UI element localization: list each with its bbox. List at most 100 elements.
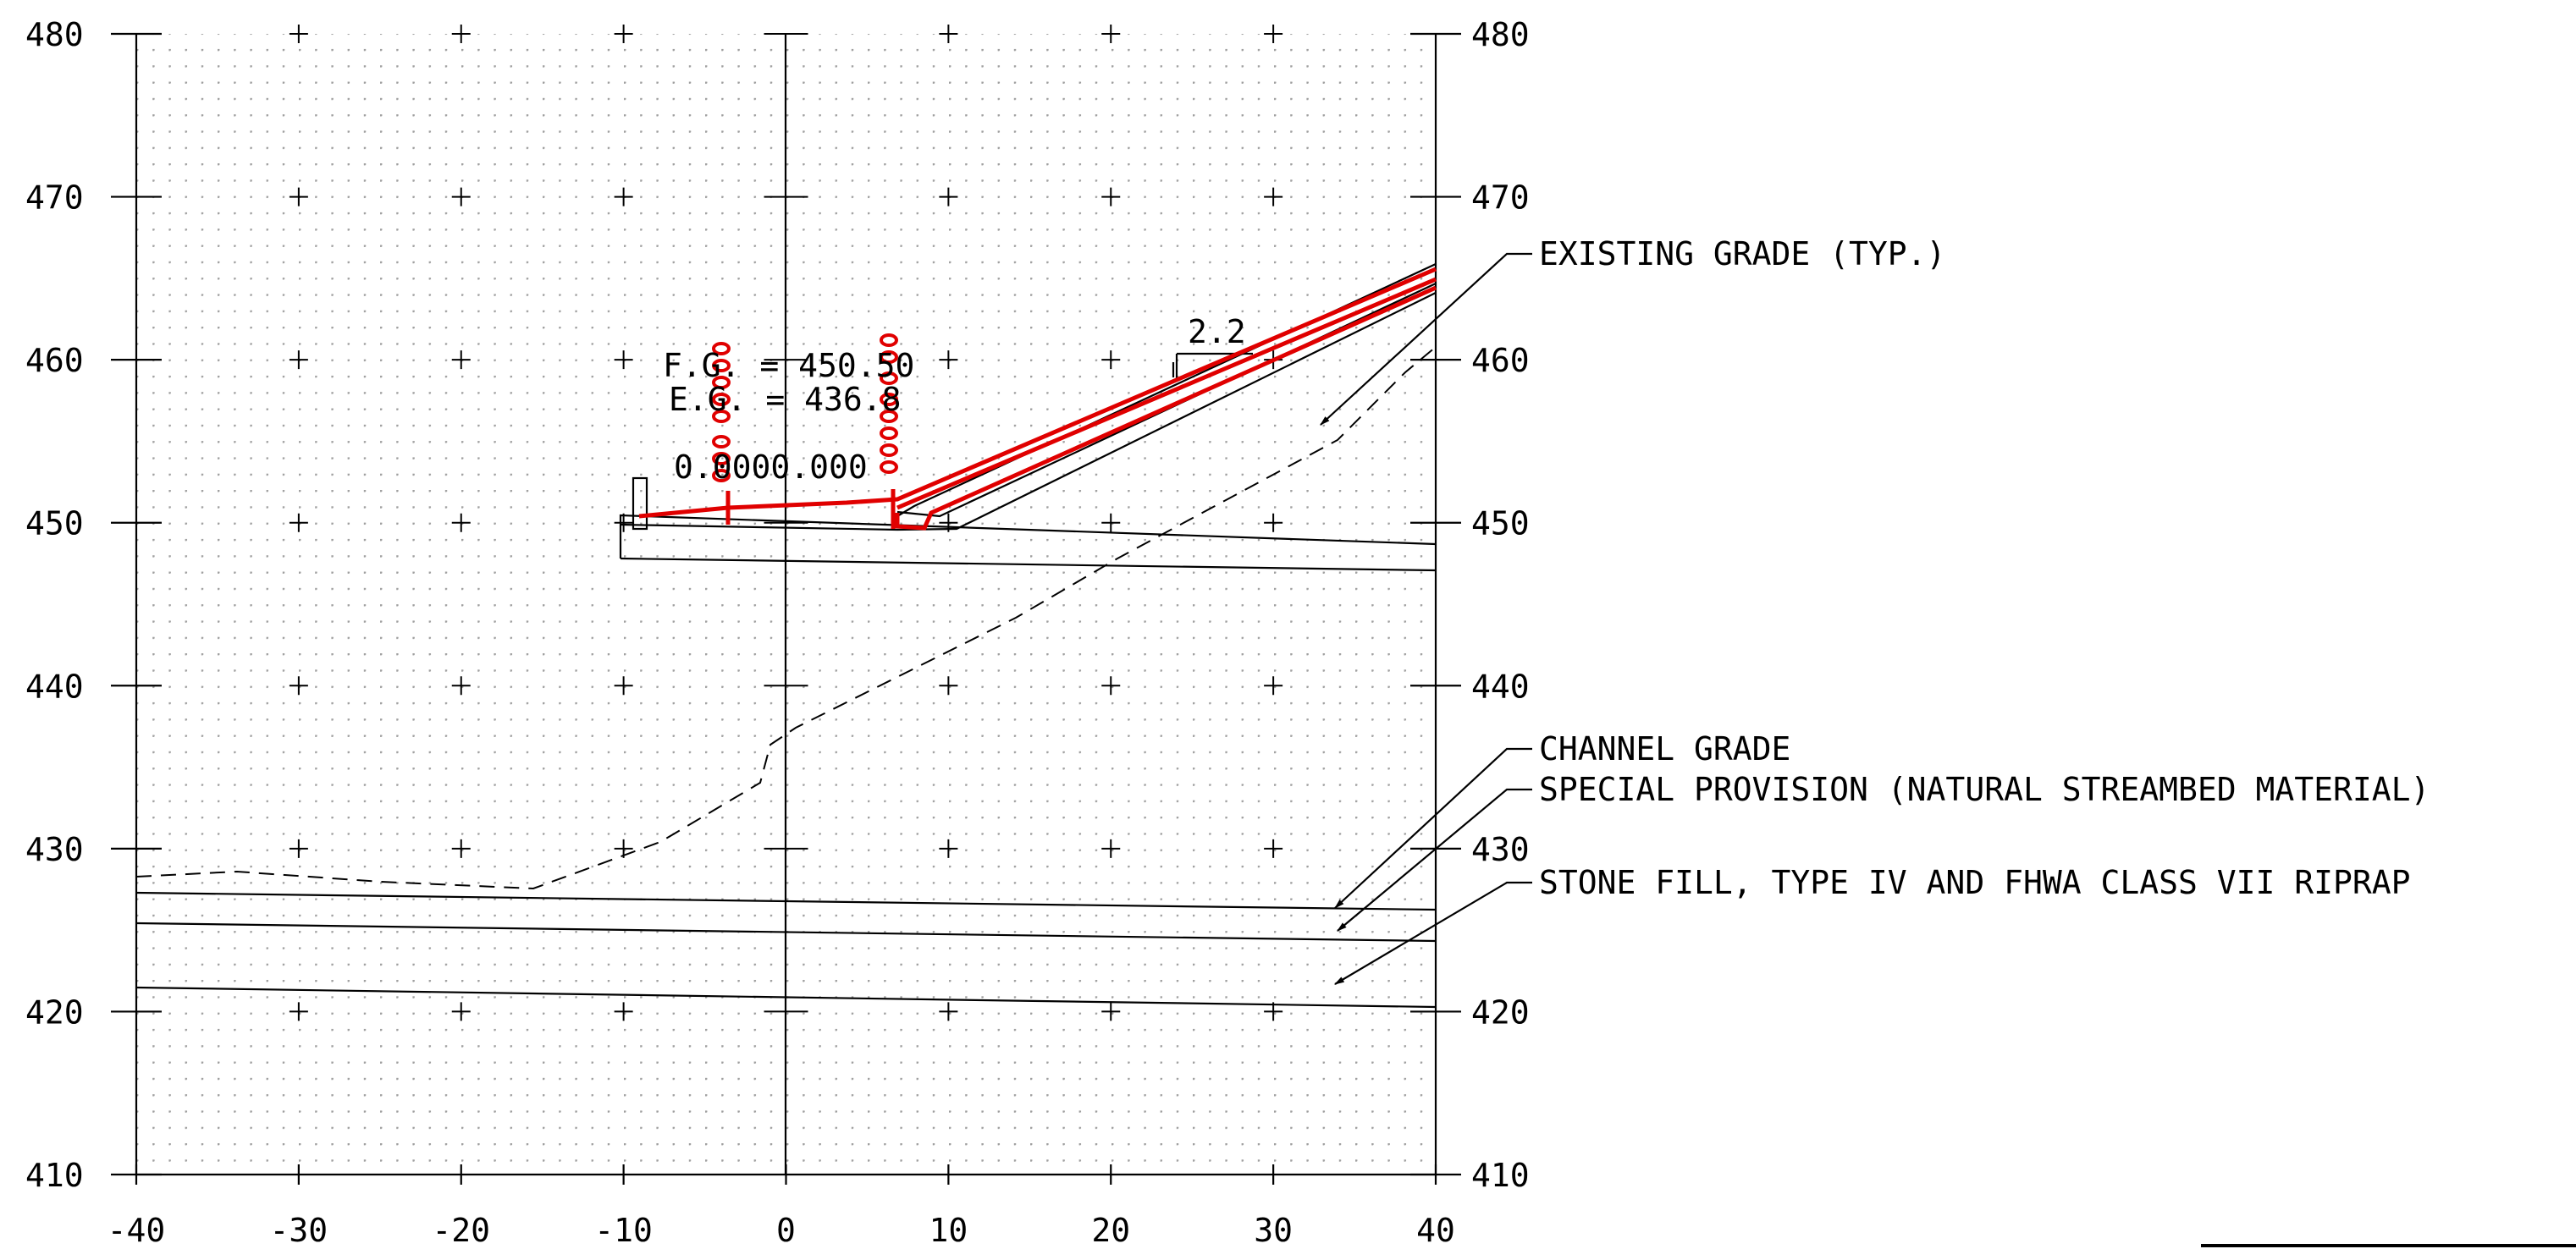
callout-channel-grade: CHANNEL GRADE <box>1334 730 1790 909</box>
y-tick-label-right: 440 <box>1471 668 1530 705</box>
design-marker <box>880 371 898 385</box>
design-marker <box>880 460 898 474</box>
x-tick-label: 40 <box>1416 1212 1455 1249</box>
plus-marker <box>289 513 308 532</box>
design-marker <box>880 350 898 364</box>
y-tick-label-right: 420 <box>1471 993 1530 1031</box>
design-marker <box>712 410 731 423</box>
design-marker <box>880 443 898 457</box>
x-tick-label: -30 <box>270 1212 328 1249</box>
x-axis-ticks <box>135 1164 1437 1185</box>
plus-marker <box>451 839 471 858</box>
design-marker <box>712 393 731 406</box>
y-tick-label-left: 450 <box>25 505 84 542</box>
x-tick-label: 0 <box>776 1212 796 1249</box>
plus-marker <box>614 676 633 696</box>
y-tick-label-left: 420 <box>25 993 84 1031</box>
callout-special-provision-text: SPECIAL PROVISION (NATURAL STREAMBED MAT… <box>1539 771 2430 808</box>
callout-existing-grade-text: EXISTING GRADE (TYP.) <box>1539 235 1945 272</box>
existing-grade-elevation-label: E.G. = 436.8 <box>669 381 902 418</box>
plus-marker <box>289 839 308 858</box>
design-marker <box>712 359 731 372</box>
plus-marker <box>1101 350 1121 370</box>
design-marker <box>712 469 731 482</box>
design-markers-right <box>880 333 898 474</box>
frame <box>135 34 1437 1176</box>
barrier <box>632 476 648 531</box>
plus-marker <box>939 839 958 858</box>
plus-marker <box>1101 839 1121 858</box>
y-tick-label-left: 470 <box>25 179 84 217</box>
plus-marker <box>939 187 958 206</box>
y-axis-labels-right: 410 420 430 440 450 460 470 480 <box>1471 16 1530 1194</box>
plus-marker <box>614 1002 633 1021</box>
y-tick-label-right: 480 <box>1471 16 1530 53</box>
plus-marker <box>1101 676 1121 696</box>
existing-grade-line <box>135 346 1437 890</box>
x-tick-label: 10 <box>929 1212 968 1249</box>
plus-marker <box>939 676 958 696</box>
y-axis-ticks <box>111 32 1461 1176</box>
design-marker <box>880 393 898 406</box>
plus-marker <box>289 676 308 696</box>
x-tick-label: -10 <box>594 1212 653 1249</box>
channel-grade-line <box>135 891 1437 911</box>
plus-marker <box>289 25 308 43</box>
plus-marker <box>614 25 633 43</box>
plus-marker <box>939 25 958 43</box>
plus-marker <box>1101 1002 1121 1021</box>
design-marker <box>880 410 898 423</box>
plus-marker <box>289 1002 308 1021</box>
design-marker <box>712 376 731 389</box>
plus-marker <box>1101 25 1121 43</box>
offset-label: 0.0000.000 <box>674 448 868 486</box>
y-tick-label-right: 470 <box>1471 179 1530 217</box>
x-axis-labels: -40 -30 -20 -10 0 10 20 30 40 <box>108 1212 1455 1249</box>
design-marker <box>712 452 731 465</box>
plus-marker <box>1264 25 1283 43</box>
plus-marker <box>289 350 308 370</box>
y-tick-label-left: 460 <box>25 342 84 379</box>
plus-marker <box>451 25 471 43</box>
callout-existing-grade: EXISTING GRADE (TYP.) <box>1320 235 1945 426</box>
plus-grid-markers <box>289 25 1283 1021</box>
callout-channel-grade-text: CHANNEL GRADE <box>1539 730 1790 768</box>
plus-marker <box>451 1002 471 1021</box>
x-tick-label: -20 <box>432 1212 490 1249</box>
plus-marker <box>1264 839 1283 858</box>
y-tick-label-right: 460 <box>1471 342 1530 379</box>
design-marker <box>880 333 898 347</box>
design-markers-left <box>712 342 731 482</box>
y-tick-label-left: 430 <box>25 831 84 868</box>
plus-marker <box>1101 513 1121 532</box>
plus-marker <box>614 350 633 370</box>
plus-marker <box>1264 676 1283 696</box>
channel-layers <box>135 891 1437 1009</box>
plus-marker <box>451 187 471 206</box>
y-tick-label-left: 410 <box>25 1157 84 1194</box>
plus-marker <box>451 513 471 532</box>
y-tick-label-right: 410 <box>1471 1157 1530 1194</box>
stone-fill-line <box>135 986 1437 1009</box>
y-tick-label-left: 480 <box>25 16 84 53</box>
plus-marker <box>614 513 633 532</box>
plus-marker <box>1264 513 1283 532</box>
x-tick-label: -40 <box>108 1212 166 1249</box>
plus-marker <box>289 187 308 206</box>
y-tick-label-left: 440 <box>25 668 84 705</box>
x-tick-label: 20 <box>1091 1212 1130 1249</box>
plus-marker <box>1264 187 1283 206</box>
slope-ratio-label: 2.2 <box>1188 313 1246 350</box>
x-tick-label: 30 <box>1254 1212 1293 1249</box>
design-marker <box>712 342 731 355</box>
y-tick-label-right: 430 <box>1471 831 1530 868</box>
y-tick-label-right: 450 <box>1471 505 1530 542</box>
design-marker <box>880 426 898 440</box>
plus-marker <box>939 1002 958 1021</box>
callout-stone-fill-text: STONE FILL, TYPE IV AND FHWA CLASS VII R… <box>1539 864 2411 901</box>
plus-marker <box>614 187 633 206</box>
plus-marker <box>1101 187 1121 206</box>
special-provision-line <box>135 922 1437 943</box>
callout-stone-fill: STONE FILL, TYPE IV AND FHWA CLASS VII R… <box>1333 864 2411 985</box>
